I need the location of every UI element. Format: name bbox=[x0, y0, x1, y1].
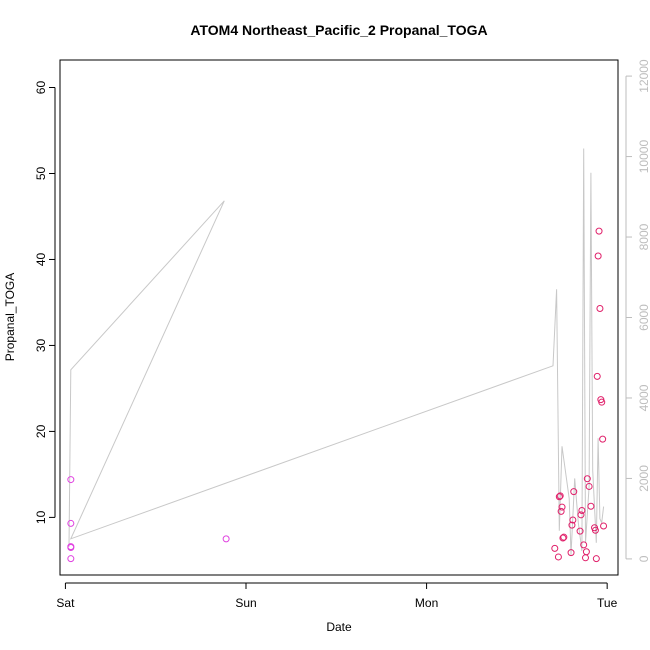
data-point bbox=[596, 304, 604, 312]
y2-tick-label: 6000 bbox=[637, 304, 650, 331]
data-point bbox=[556, 492, 564, 500]
data-point bbox=[600, 522, 608, 530]
y-tick-label: 40 bbox=[34, 252, 48, 266]
data-point bbox=[557, 507, 565, 515]
data-point bbox=[593, 372, 601, 380]
chart-title: ATOM4 Northeast_Pacific_2 Propanal_TOGA bbox=[190, 22, 487, 38]
data-point bbox=[583, 475, 591, 483]
data-point bbox=[577, 511, 585, 519]
data-point bbox=[581, 554, 589, 562]
data-point bbox=[582, 548, 590, 556]
data-point bbox=[222, 535, 230, 543]
data-point bbox=[551, 544, 559, 552]
data-point bbox=[67, 519, 75, 527]
data-point bbox=[560, 533, 568, 541]
data-point bbox=[569, 516, 577, 524]
data-point bbox=[591, 526, 599, 534]
series-line bbox=[68, 148, 605, 555]
data-point bbox=[554, 553, 562, 561]
series-line-layer bbox=[68, 148, 605, 555]
y-axis-label: Propanal_TOGA bbox=[3, 273, 17, 362]
data-point bbox=[578, 507, 586, 515]
data-point bbox=[576, 527, 584, 535]
data-point bbox=[67, 543, 75, 551]
y2-tick-label: 4000 bbox=[637, 384, 650, 411]
data-point bbox=[567, 549, 575, 557]
x-tick-label: Mon bbox=[415, 596, 438, 610]
data-point bbox=[67, 555, 75, 563]
x-axis-label: Date bbox=[326, 620, 352, 634]
data-point bbox=[558, 503, 566, 511]
x-tick-label: Tue bbox=[597, 596, 618, 610]
y-axis-right: 0 2000 4000 6000 8000 10000 12000 bbox=[625, 59, 650, 562]
data-point bbox=[585, 482, 593, 490]
y-tick-label: 60 bbox=[34, 81, 48, 95]
series-point-layer bbox=[67, 227, 608, 563]
y2-tick-label: 0 bbox=[637, 555, 650, 562]
plot-frame bbox=[59, 59, 619, 576]
data-point bbox=[67, 476, 75, 484]
data-point bbox=[570, 488, 578, 496]
y-tick-label: 10 bbox=[34, 510, 48, 524]
x-tick-label: Sat bbox=[56, 596, 75, 610]
y-axis-left: 10 20 30 40 50 60 bbox=[34, 81, 56, 524]
x-tick-label: Sun bbox=[235, 596, 256, 610]
y2-tick-label: 10000 bbox=[637, 140, 650, 174]
y2-tick-label: 8000 bbox=[637, 223, 650, 250]
data-point bbox=[559, 534, 567, 542]
y-tick-label: 50 bbox=[34, 166, 48, 180]
data-point bbox=[599, 435, 607, 443]
data-point bbox=[592, 555, 600, 563]
data-point bbox=[595, 227, 603, 235]
data-point bbox=[587, 502, 595, 510]
y2-tick-label: 12000 bbox=[637, 59, 650, 93]
y-tick-label: 20 bbox=[34, 424, 48, 438]
data-point bbox=[568, 521, 576, 529]
data-point bbox=[555, 493, 563, 501]
data-point bbox=[598, 398, 606, 406]
data-point bbox=[594, 252, 602, 260]
y2-tick-label: 2000 bbox=[637, 465, 650, 492]
data-point bbox=[580, 541, 588, 549]
y-tick-label: 30 bbox=[34, 338, 48, 352]
x-axis: Sat Sun Mon Tue bbox=[56, 582, 618, 610]
